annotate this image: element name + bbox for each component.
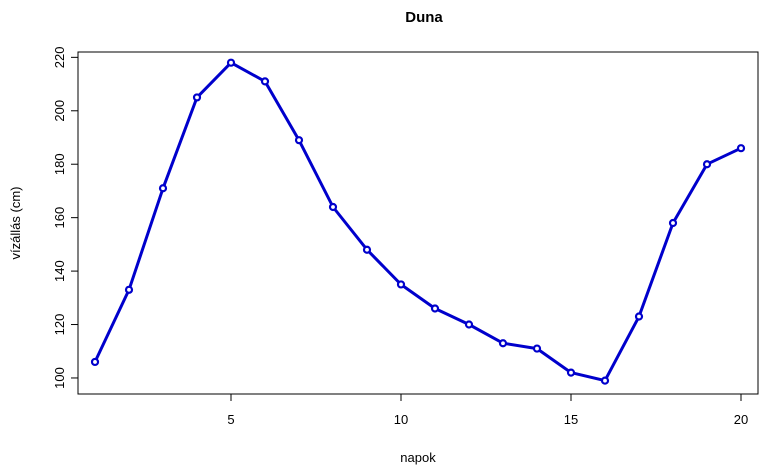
y-tick-label: 100 [52,367,67,389]
data-point [600,376,610,385]
data-point [396,280,406,289]
y-tick-label: 140 [52,260,67,282]
data-point [362,245,372,254]
y-axis: 100 120 140 160 180 200 220 [52,46,79,389]
x-axis: 5 10 15 20 [227,393,748,427]
y-tick-label: 120 [52,314,67,336]
data-point [124,285,134,294]
data-point [736,144,746,153]
chart-title: Duna [405,9,443,26]
data-point [328,202,338,212]
y-axis-label: vízállás (cm) [8,187,23,260]
y-tick-label: 200 [52,100,67,122]
data-point [702,160,712,169]
data-point [90,357,100,367]
data-point [464,320,474,329]
data-point [668,218,678,228]
x-tick-label: 20 [734,412,748,427]
data-point [260,77,270,86]
data-point [566,368,576,377]
data-point [294,136,304,145]
y-tick-label: 180 [52,153,67,175]
data-point [532,344,542,353]
data-point [498,339,508,348]
x-axis-label: napok [400,450,436,465]
data-point [158,184,168,193]
data-point [430,304,440,313]
x-tick-label: 5 [227,412,234,427]
plot-frame [77,51,759,395]
data-point [192,93,202,102]
x-tick-label: 10 [394,412,408,427]
x-tick-label: 15 [564,412,578,427]
data-point [226,58,236,67]
y-tick-label: 160 [52,207,67,229]
y-tick-label: 220 [52,46,67,68]
series-line [93,61,742,383]
data-point [634,312,644,321]
series-duna [90,58,746,385]
